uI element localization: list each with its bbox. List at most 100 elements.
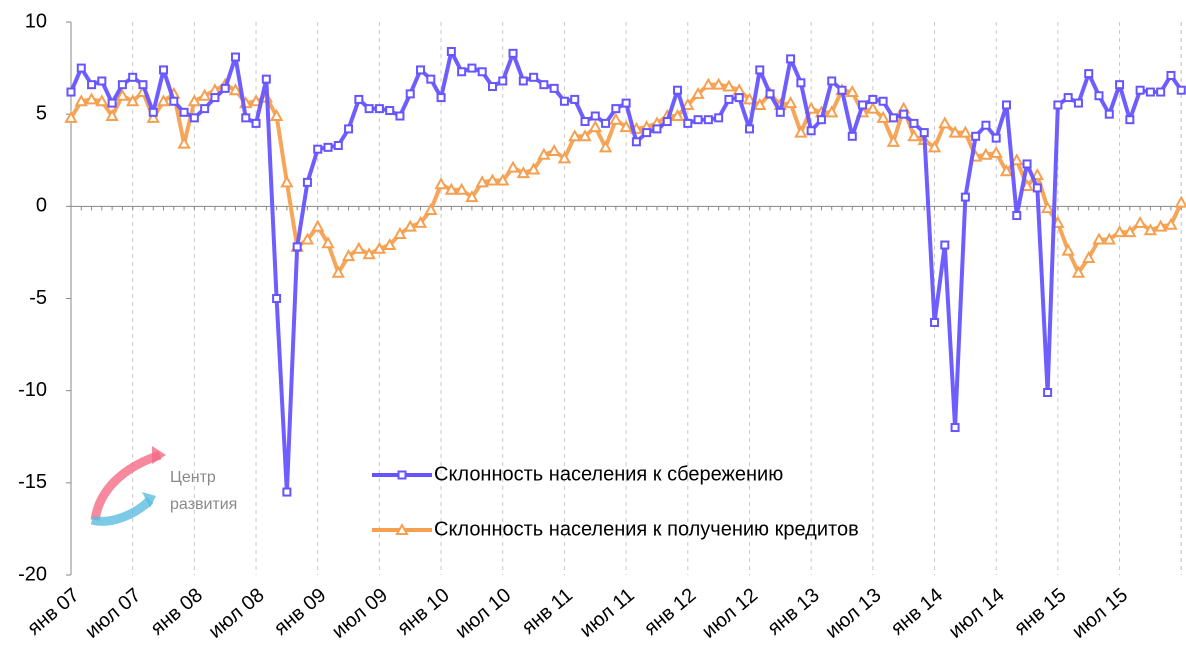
point — [395, 522, 409, 535]
point — [991, 133, 1001, 143]
point — [95, 94, 109, 107]
point — [1125, 115, 1135, 125]
point — [200, 104, 210, 114]
point — [74, 94, 88, 107]
point — [742, 92, 757, 105]
point — [989, 145, 1003, 158]
point — [508, 48, 518, 58]
point — [159, 65, 169, 75]
point — [1174, 195, 1186, 208]
point — [547, 143, 561, 157]
point — [825, 105, 839, 118]
point — [333, 141, 343, 151]
point — [981, 120, 991, 130]
x-tick-label: янв 13 — [763, 584, 823, 640]
point — [241, 113, 251, 123]
point — [816, 115, 826, 125]
point — [485, 173, 500, 186]
point — [1040, 201, 1055, 214]
x-tick-label: янв 08 — [147, 584, 207, 640]
point — [631, 137, 641, 147]
point — [354, 94, 364, 104]
point — [1092, 232, 1106, 245]
x-tick-label: июл 08 — [205, 584, 269, 643]
point — [1082, 250, 1096, 263]
point — [397, 470, 407, 480]
point — [331, 265, 345, 278]
point — [866, 101, 880, 114]
point — [64, 110, 78, 123]
point — [878, 96, 888, 106]
point — [125, 94, 140, 107]
point — [732, 83, 746, 96]
point — [426, 74, 436, 84]
point — [97, 76, 107, 86]
point — [886, 134, 901, 147]
point — [506, 160, 520, 173]
point — [477, 67, 487, 77]
point — [344, 124, 354, 134]
point — [1104, 109, 1114, 119]
logo-arrow — [152, 446, 166, 464]
point — [722, 79, 736, 92]
point — [220, 83, 230, 93]
point — [588, 120, 602, 133]
point — [806, 126, 816, 136]
point — [518, 76, 528, 86]
point — [755, 65, 765, 75]
legend-label: Склонность населения к получению кредито… — [434, 518, 859, 540]
y-tick-label: -10 — [18, 379, 47, 401]
point — [1043, 388, 1053, 398]
x-tick-label: янв 10 — [393, 584, 453, 640]
logo-text: развития — [170, 496, 237, 513]
point — [927, 140, 942, 153]
point — [280, 175, 294, 188]
point — [292, 242, 302, 252]
point — [683, 118, 693, 128]
point — [794, 125, 808, 138]
point — [1073, 98, 1083, 108]
point — [1001, 100, 1011, 110]
point — [313, 144, 323, 154]
point — [382, 237, 397, 251]
x-tick-label: июл 13 — [821, 584, 885, 643]
point — [539, 80, 549, 90]
y-tick-label: 10 — [25, 10, 47, 32]
point — [876, 110, 890, 123]
point — [261, 74, 271, 84]
point — [197, 88, 212, 101]
point — [1010, 153, 1024, 166]
point — [919, 128, 929, 138]
point — [323, 142, 333, 152]
point — [148, 107, 158, 117]
point — [424, 202, 438, 216]
point — [948, 125, 962, 138]
point — [642, 128, 652, 138]
point — [516, 166, 531, 179]
point — [950, 423, 960, 433]
point — [228, 83, 243, 96]
point — [444, 182, 459, 195]
point — [1164, 217, 1178, 230]
point — [84, 92, 99, 105]
point — [269, 108, 284, 122]
logo-arrow — [90, 450, 162, 521]
point — [282, 487, 292, 497]
point — [888, 113, 898, 123]
point — [837, 85, 847, 95]
point — [395, 111, 405, 121]
point — [374, 104, 384, 114]
point — [775, 107, 785, 117]
series — [64, 77, 1186, 278]
x-tick-label: янв 09 — [270, 584, 330, 640]
point — [681, 97, 695, 110]
point — [454, 182, 469, 195]
point — [1063, 93, 1073, 103]
point — [734, 93, 744, 103]
point — [1053, 100, 1063, 110]
point — [783, 96, 798, 109]
point — [1061, 243, 1075, 256]
point — [971, 131, 981, 141]
point — [272, 294, 282, 303]
point — [1084, 69, 1094, 79]
